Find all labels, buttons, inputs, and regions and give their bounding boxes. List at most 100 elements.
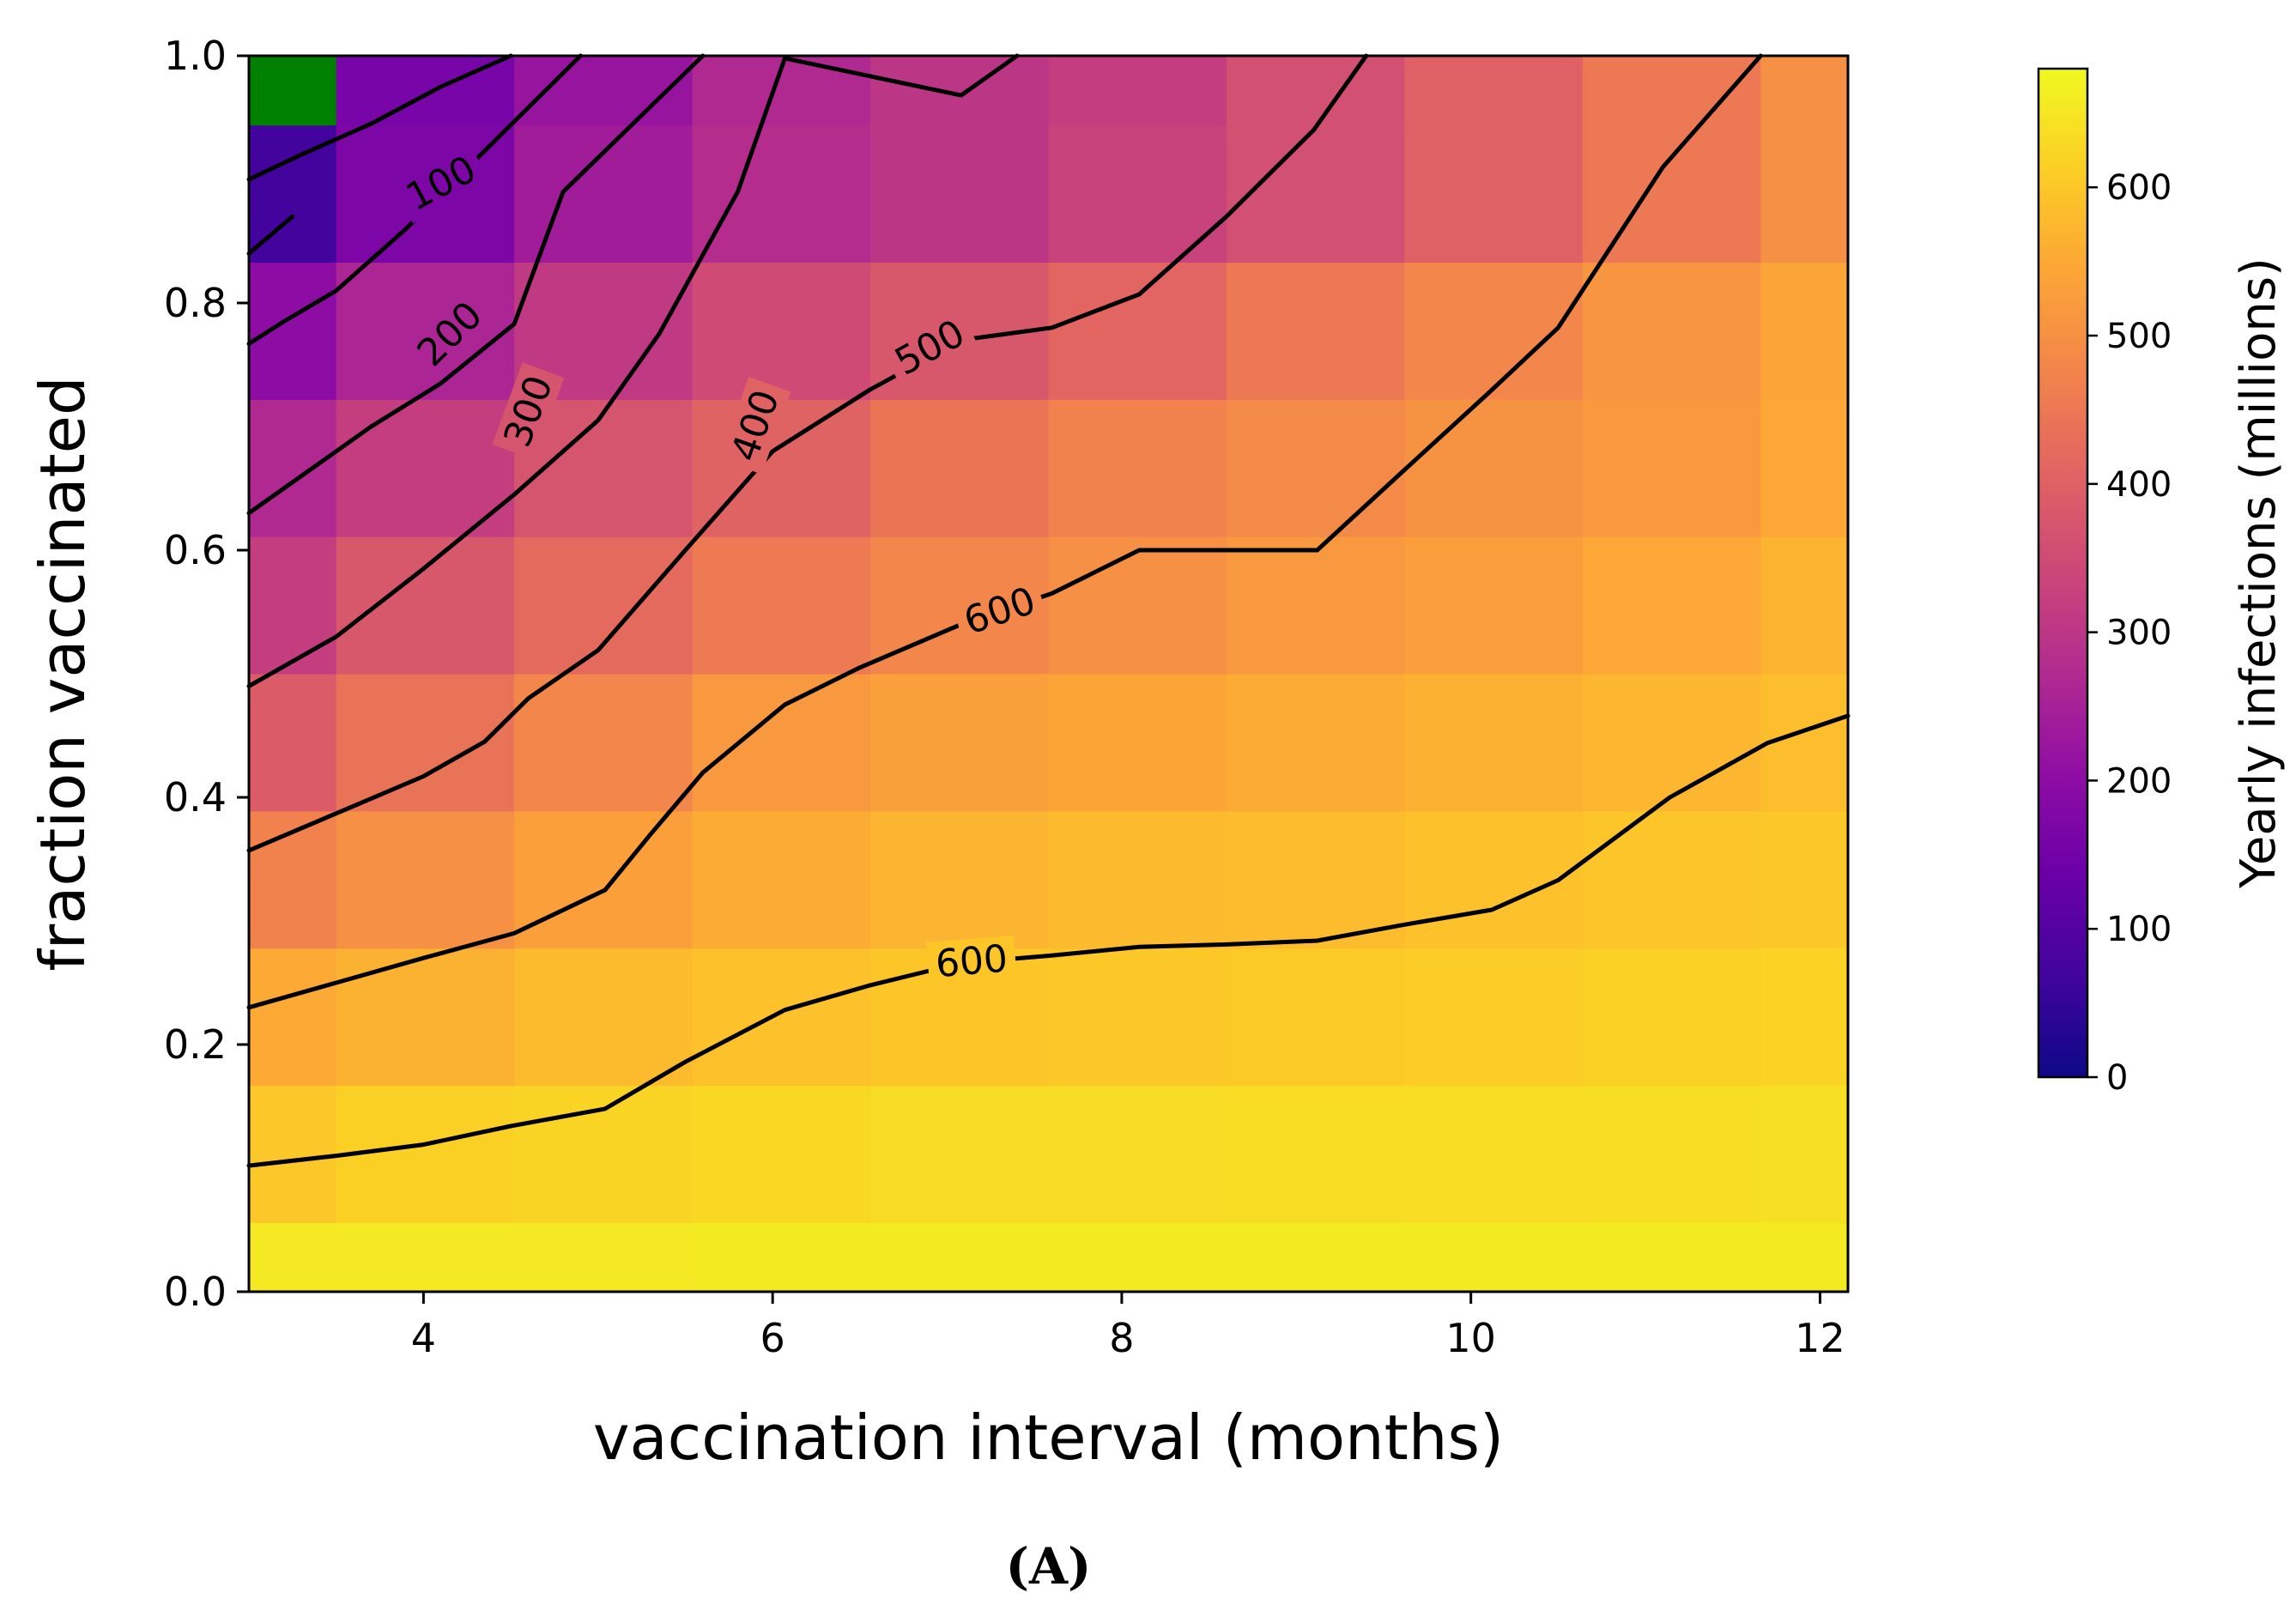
heatmap-cell [336,1085,515,1223]
colorbar-tick-label: 600 [2106,168,2172,208]
contour-line [246,53,1369,853]
contour-label-background [719,377,791,475]
heatmap-cell [870,810,1050,949]
heatmap-cell [1582,810,1761,949]
y-tick-label: 1.0 [164,33,227,79]
heatmap-cell [870,56,1050,126]
heatmap-cell [1226,948,1406,1087]
heatmap-cell [1226,674,1406,812]
contour-label-background [926,935,1017,987]
heatmap-cell [1760,810,1849,949]
heatmap-cell [1048,1222,1227,1293]
heatmap-cell [870,1085,1050,1223]
x-axis: 4 6 8 10 12 [411,1292,1845,1361]
heatmap-cell [1048,399,1227,537]
heatmap-cell [1226,399,1406,537]
heatmap-cell [1404,948,1584,1087]
heatmap-cell [1760,536,1849,675]
contour-label: 600 [934,936,1009,986]
heatmap-cell [514,810,694,949]
contour-label-background [391,142,490,224]
heatmap-cell [336,948,515,1087]
y-tick-label: 0.6 [164,527,227,573]
heatmap-cell [1582,536,1761,675]
heatmap-cell [870,674,1050,812]
x-axis-title: vaccination interval (months) [593,1402,1504,1474]
heatmap-cell [1404,674,1584,812]
colorbar-tick-label: 400 [2106,465,2172,505]
heatmap-cell [1226,810,1406,949]
heatmap-cell [692,1222,871,1293]
colorbar-tick-label: 0 [2106,1058,2128,1098]
colorbar-title: Yearly infections (millions) [2231,257,2287,889]
heatmap-cell [1582,1085,1761,1223]
heatmap-cell [1760,124,1849,263]
heatmap-cell [1226,262,1406,400]
heatmap-cell [336,674,515,812]
heatmap-cell [1048,810,1227,949]
y-axis: 0.0 0.2 0.4 0.6 0.8 1.0 [164,33,249,1315]
heatmap-cell [692,1085,871,1223]
heatmap-cell [1404,124,1584,263]
heatmap-cell [249,1085,337,1223]
figure-caption: (A) [1006,1537,1092,1596]
heatmap-cell [249,56,337,126]
heatmap-cell [1582,56,1761,126]
contour-line [246,53,513,182]
contour-line [246,713,1851,1168]
contour-label-background [880,306,979,389]
y-tick-label: 0.0 [164,1269,227,1315]
contour-label-background [403,287,497,381]
contour-line [246,214,295,256]
heatmap-cell [1760,1085,1849,1223]
heatmap-cell [1226,56,1406,126]
y-tick-label: 0.4 [164,774,227,821]
contour-label-background [492,362,565,460]
heatmap-cell [1226,1085,1406,1223]
heatmap-cell [870,1222,1050,1293]
heatmap-cell [514,536,694,675]
y-axis-title: fraction vaccinated [27,376,99,971]
contour-label-background [950,575,1049,646]
heatmap-cells [249,56,1849,1293]
heatmap-cell [692,536,871,675]
y-tick-label: 0.8 [164,280,227,326]
heatmap-cell [692,124,871,263]
heatmap-cell [1404,1222,1584,1293]
contour-lines [246,53,1851,1168]
heatmap-cell [1760,399,1849,537]
heatmap-cell [692,262,871,400]
contour-line [246,53,706,516]
heatmap-cell [1404,56,1584,126]
heatmap-cell [1760,948,1849,1087]
heatmap-cell [1048,1085,1227,1223]
heatmap-cell [514,1222,694,1293]
colorbar-axis: 0 100 200 300 400 500 600 [2087,168,2172,1098]
heatmap-cell [1048,674,1227,812]
colorbar-tick-label: 500 [2106,317,2172,356]
heatmap-cell [1226,124,1406,263]
y-tick-label: 0.2 [164,1021,227,1068]
heatmap-cell [1582,399,1761,537]
heatmap-cell [870,399,1050,537]
x-tick-label: 6 [760,1315,785,1361]
heatmap-cell [1582,262,1761,400]
heatmap-cell [1582,124,1761,263]
heatmap-cell [1048,536,1227,675]
contour-label-group: 600 [926,935,1017,987]
heatmap-cell [336,1222,515,1293]
heatmap-cell [336,810,515,949]
heatmap-cell [1760,56,1849,126]
heatmap-cell [1760,674,1849,812]
heatmap-cell [249,536,337,675]
colorbar [2037,67,2089,1079]
colorbar-tick-label: 100 [2106,910,2172,949]
x-tick-label: 12 [1795,1315,1845,1361]
heatmap-cell [692,399,871,537]
plot-frame [247,54,1850,1293]
heatmap-cell [1582,1222,1761,1293]
heatmap-cell [1226,1222,1406,1293]
heatmap-cell [1404,810,1584,949]
